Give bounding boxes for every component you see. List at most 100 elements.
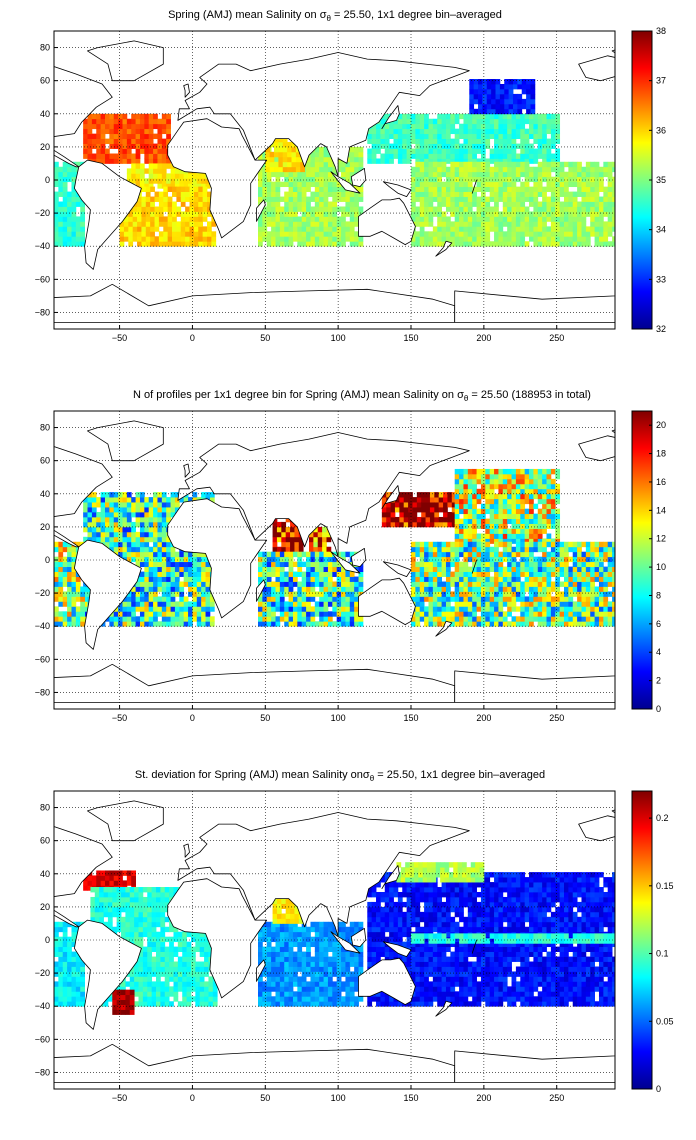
data-cell	[502, 581, 508, 587]
data-cell	[354, 581, 359, 587]
data-cell	[498, 143, 504, 149]
data-cell	[472, 143, 477, 149]
data-cell	[507, 201, 512, 207]
data-cell	[292, 596, 298, 602]
data-cell	[83, 143, 88, 149]
data-cell	[572, 181, 578, 188]
data-cell	[437, 196, 442, 202]
data-cell	[411, 186, 416, 192]
data-cell	[467, 616, 473, 622]
data-cell	[494, 118, 499, 125]
data-cell	[454, 211, 460, 217]
data-cell	[485, 561, 491, 568]
data-cell	[546, 571, 552, 577]
data-cell	[445, 191, 451, 197]
data-cell	[520, 186, 526, 192]
data-cell	[118, 492, 123, 498]
data-cell	[139, 497, 145, 503]
data-cell	[153, 143, 158, 149]
data-cell	[100, 511, 106, 518]
data-cell	[450, 571, 456, 577]
data-cell	[476, 133, 482, 140]
data-cell	[126, 492, 132, 498]
data-cell	[144, 168, 150, 174]
data-cell	[502, 113, 508, 120]
data-cell	[91, 507, 97, 513]
data-cell	[502, 493, 508, 500]
data-cell	[358, 236, 364, 242]
data-cell	[157, 596, 163, 602]
data-cell	[486, 103, 492, 110]
data-cell	[288, 616, 294, 622]
data-cell	[511, 551, 517, 558]
data-cell	[145, 221, 151, 227]
data-cell	[323, 166, 329, 173]
data-cell	[529, 186, 534, 192]
data-cell	[323, 566, 329, 572]
data-cell	[141, 196, 147, 202]
data-cell	[533, 556, 539, 563]
data-cell	[443, 516, 448, 523]
data-cell	[336, 226, 342, 232]
panel-profile-count: N of profiles per 1x1 degree bin for Spr…	[35, 389, 666, 723]
data-cell	[507, 236, 512, 242]
data-cell	[437, 566, 442, 572]
data-cell	[555, 153, 561, 159]
data-cell	[498, 176, 504, 183]
data-cell	[537, 518, 543, 524]
data-cell	[520, 483, 526, 490]
data-cell	[476, 138, 482, 144]
data-cell	[607, 191, 613, 197]
data-cell	[550, 596, 556, 602]
data-cell	[266, 581, 272, 587]
data-cell	[258, 196, 263, 202]
data-cell	[327, 601, 333, 607]
data-cell	[480, 478, 486, 485]
data-cell	[258, 221, 263, 227]
data-cell	[445, 113, 451, 120]
data-cell	[524, 128, 530, 135]
data-cell	[594, 221, 600, 227]
data-cell	[441, 601, 447, 607]
data-cell	[144, 611, 150, 617]
data-cell	[198, 231, 204, 237]
data-cell	[54, 211, 59, 217]
data-cell	[310, 566, 316, 572]
data-cell	[454, 488, 460, 495]
data-cell	[489, 581, 495, 587]
data-cell	[590, 181, 595, 188]
data-cell	[612, 206, 615, 212]
data-cell	[354, 166, 359, 173]
data-cell	[415, 551, 421, 558]
data-cell	[432, 161, 438, 168]
data-cell	[568, 166, 574, 173]
data-cell	[157, 128, 163, 135]
data-cell	[480, 611, 486, 617]
data-cell	[135, 148, 141, 154]
data-cell	[58, 621, 64, 627]
data-cell	[581, 561, 587, 568]
data-cell	[174, 591, 180, 597]
data-cell	[428, 616, 434, 622]
data-cell	[507, 513, 512, 520]
data-cell	[546, 118, 552, 125]
data-cell	[542, 538, 547, 544]
data-cell	[498, 566, 504, 572]
data-cell	[459, 176, 464, 183]
data-cell	[502, 488, 508, 495]
data-cell	[555, 523, 561, 529]
data-cell	[507, 226, 512, 232]
data-cell	[354, 586, 359, 592]
data-cell	[306, 166, 311, 173]
data-cell	[83, 128, 88, 135]
data-cell	[126, 502, 132, 508]
data-cell	[262, 221, 268, 227]
data-cell	[520, 488, 526, 495]
data-cell	[310, 181, 316, 188]
data-cell	[183, 576, 189, 582]
data-cell	[419, 166, 425, 173]
data-cell	[411, 211, 416, 217]
data-cell	[572, 616, 578, 622]
data-cell	[555, 158, 561, 164]
data-cell	[291, 156, 297, 163]
